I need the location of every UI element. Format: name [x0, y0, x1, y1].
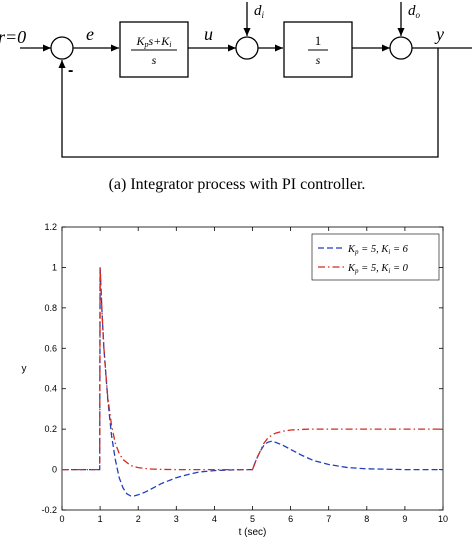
legend-entry-2: Kp = 5, Ki = 0	[347, 263, 409, 275]
y-tick-label: 0.2	[44, 424, 57, 434]
legend-box	[311, 233, 440, 281]
x-tick-label: 6	[288, 514, 293, 524]
y-axis-label: y	[22, 364, 27, 375]
x-tick-label: 7	[326, 514, 331, 524]
figure-caption: (a) Integrator process with PI controlle…	[108, 176, 366, 193]
block-diagram	[20, 2, 472, 158]
output-disturbance-label: do	[408, 3, 421, 20]
input-disturbance-label: di	[254, 3, 265, 20]
y-tick-label: 0.4	[44, 384, 57, 394]
x-axis-label: t (sec)	[239, 527, 267, 538]
plant-numerator: 1	[315, 33, 322, 48]
y-tick-label: 0.6	[44, 343, 57, 353]
x-tick-label: 8	[364, 514, 369, 524]
error-summing-junction	[50, 36, 74, 60]
integrator-plant-block	[283, 21, 353, 78]
feedback-path	[58, 48, 439, 158]
x-tick-label: 10	[438, 514, 448, 524]
pi-denominator: s	[152, 53, 157, 67]
pi-controller-block	[119, 21, 189, 78]
y-tick-label: 0.8	[44, 303, 57, 313]
x-tick-label: 9	[402, 514, 407, 524]
error-label: e	[86, 24, 94, 44]
minus-sign: -	[68, 62, 73, 79]
step-response-chart: 0 1 2 3 4 5 6 7 8 9 10-0.200.20.40.60.811.2t (sec)…	[22, 222, 449, 538]
reference-label: r=0	[0, 27, 26, 47]
y-tick-label: -0.2	[41, 505, 57, 515]
pi-controller-transfer-function: Kps+Ki s	[131, 34, 177, 67]
output-label: y	[434, 24, 444, 44]
series-line-2	[62, 267, 443, 471]
series-line-1	[62, 267, 443, 497]
x-tick-label: 1	[98, 514, 103, 524]
pi-numerator: Kps+Ki	[135, 34, 171, 49]
x-tick-label: 4	[212, 514, 217, 524]
block-diagram-labels: r=0 e u y - di do Kps+Ki s 1 s	[0, 3, 444, 79]
y-tick-label: 0	[52, 465, 57, 475]
y-tick-label: 1	[52, 262, 57, 272]
x-tick-label: 3	[174, 514, 179, 524]
y-tick-label: 1.2	[44, 222, 57, 232]
plant-denominator: s	[316, 53, 321, 67]
output-disturbance-junction	[389, 36, 413, 60]
input-disturbance-junction	[235, 36, 259, 60]
control-label: u	[204, 24, 213, 44]
x-tick-label: 0	[59, 514, 64, 524]
x-tick-label: 2	[136, 514, 141, 524]
x-tick-label: 5	[250, 514, 255, 524]
plant-transfer-function: 1 s	[308, 33, 328, 67]
legend-entry-1: Kp = 5, Ki = 6	[347, 244, 409, 256]
